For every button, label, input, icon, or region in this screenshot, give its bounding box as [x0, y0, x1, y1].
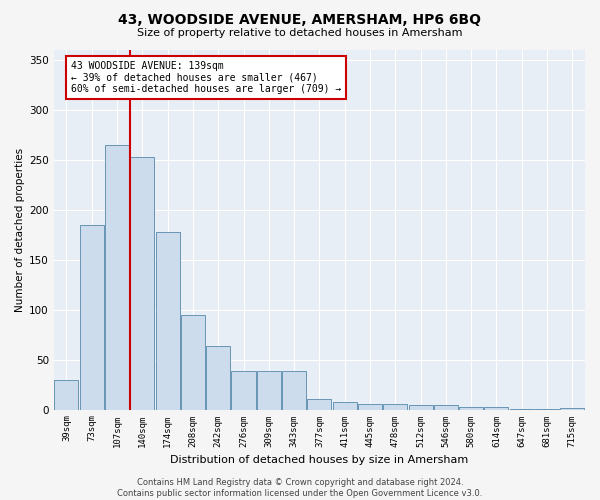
Bar — [383, 404, 407, 409]
Bar — [105, 145, 129, 409]
Bar — [232, 370, 256, 410]
Bar — [332, 402, 357, 409]
Bar — [535, 408, 559, 410]
Bar — [434, 404, 458, 409]
Bar — [181, 314, 205, 410]
Bar — [55, 380, 79, 410]
Bar — [282, 370, 306, 410]
Bar — [155, 232, 179, 410]
Bar — [484, 406, 508, 410]
Text: Contains HM Land Registry data © Crown copyright and database right 2024.
Contai: Contains HM Land Registry data © Crown c… — [118, 478, 482, 498]
Bar — [257, 370, 281, 410]
Text: Size of property relative to detached houses in Amersham: Size of property relative to detached ho… — [137, 28, 463, 38]
Text: 43 WOODSIDE AVENUE: 139sqm
← 39% of detached houses are smaller (467)
60% of sem: 43 WOODSIDE AVENUE: 139sqm ← 39% of deta… — [71, 61, 341, 94]
Bar — [80, 225, 104, 410]
Bar — [130, 157, 154, 409]
Bar — [459, 406, 483, 410]
X-axis label: Distribution of detached houses by size in Amersham: Distribution of detached houses by size … — [170, 455, 469, 465]
Text: 43, WOODSIDE AVENUE, AMERSHAM, HP6 6BQ: 43, WOODSIDE AVENUE, AMERSHAM, HP6 6BQ — [119, 12, 482, 26]
Bar — [510, 408, 534, 410]
Bar — [560, 408, 584, 410]
Bar — [358, 404, 382, 409]
Y-axis label: Number of detached properties: Number of detached properties — [15, 148, 25, 312]
Bar — [409, 404, 433, 409]
Bar — [307, 398, 331, 409]
Bar — [206, 346, 230, 410]
